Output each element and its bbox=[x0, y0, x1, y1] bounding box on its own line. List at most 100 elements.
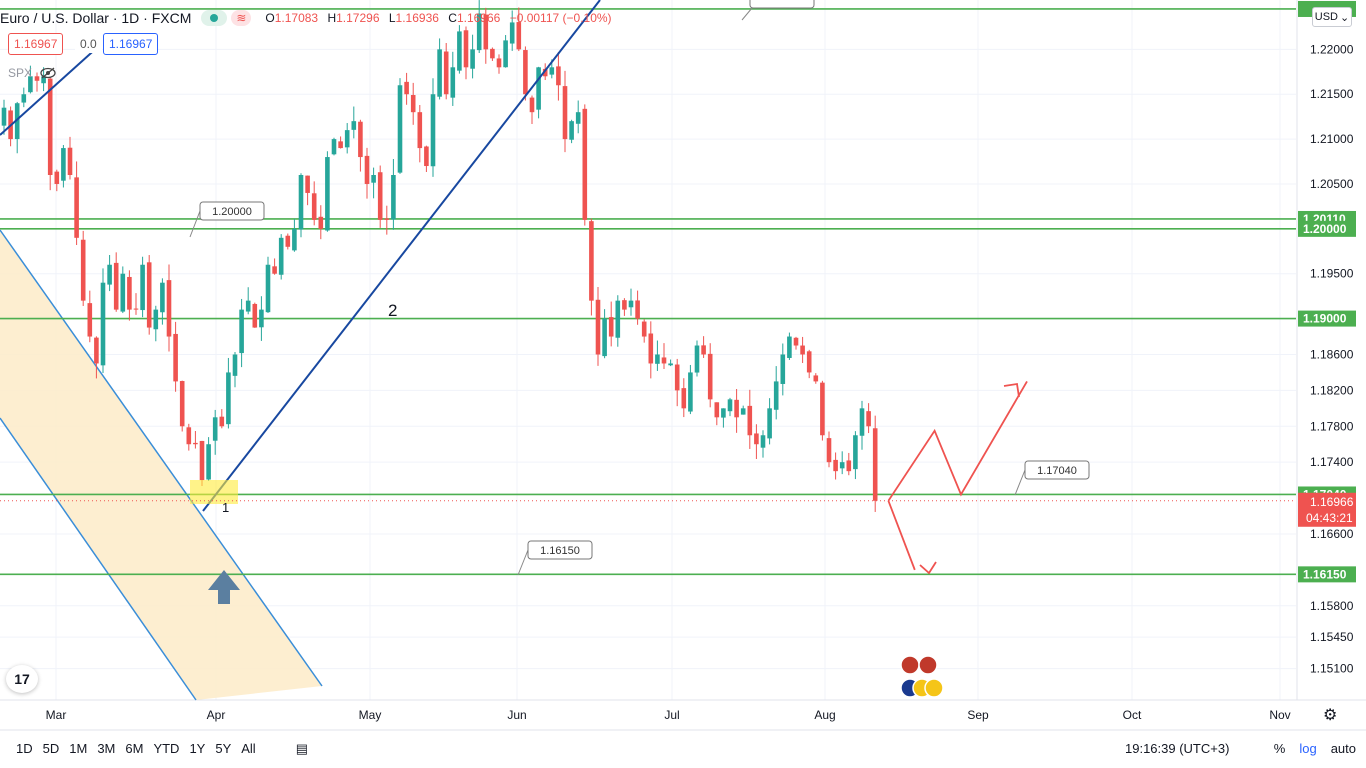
candle-body bbox=[127, 276, 132, 310]
candle-body bbox=[450, 67, 456, 98]
candle-body bbox=[628, 300, 634, 308]
economic-event-flag-icon bbox=[924, 678, 944, 698]
tradingview-logo-icon[interactable]: 17 bbox=[6, 665, 38, 693]
timeframe-6m[interactable]: 6M bbox=[125, 741, 144, 756]
candle-body bbox=[523, 50, 528, 95]
candle-body bbox=[582, 108, 588, 220]
candle-body bbox=[872, 428, 878, 501]
candle-body bbox=[754, 433, 759, 445]
candle-body bbox=[655, 354, 660, 364]
chevron-down-icon: ⌄ bbox=[1340, 11, 1350, 24]
candle-body bbox=[173, 333, 178, 382]
candle-body bbox=[866, 411, 871, 427]
timeframe-1d[interactable]: 1D bbox=[16, 741, 33, 756]
candle-body bbox=[641, 321, 647, 337]
settings-gear-icon[interactable]: ⚙ bbox=[1323, 707, 1338, 724]
candle-body bbox=[219, 416, 225, 427]
candle-body bbox=[364, 155, 370, 184]
candle-body bbox=[47, 78, 53, 175]
level-price-label: 1.16150 bbox=[1303, 567, 1347, 581]
timeframe-buttons: 1D 5D 1M 3M 6M YTD 1Y 5Y All ▤ bbox=[16, 741, 318, 757]
candle-body bbox=[470, 49, 475, 69]
wave-label-2: 2 bbox=[388, 301, 397, 320]
candle-body bbox=[787, 336, 792, 358]
date-range-icon[interactable]: ▤ bbox=[295, 741, 308, 756]
timeframe-5y[interactable]: 5Y bbox=[215, 741, 232, 756]
candle-body bbox=[714, 402, 720, 418]
candle-body bbox=[107, 264, 112, 285]
currency-select[interactable]: USD ⌄ bbox=[1312, 7, 1352, 27]
candle-body bbox=[265, 264, 271, 313]
price-tick-label: 1.17800 bbox=[1310, 419, 1354, 433]
candle-body bbox=[179, 381, 185, 427]
candle-body bbox=[140, 264, 145, 311]
buy-price-button[interactable]: 1.16967 bbox=[103, 33, 159, 55]
candle-body bbox=[813, 375, 819, 382]
timeframe-5d[interactable]: 5D bbox=[42, 741, 60, 756]
candle-body bbox=[496, 58, 502, 68]
callout-117040-leader bbox=[1014, 469, 1026, 496]
price-tick-label: 1.18200 bbox=[1310, 383, 1354, 397]
clock-timezone[interactable]: 19:16:39 (UTC+3) bbox=[1125, 741, 1230, 756]
candle-body bbox=[133, 308, 139, 310]
candle-body bbox=[193, 442, 198, 445]
level-price-tag bbox=[1298, 310, 1356, 327]
candle-body bbox=[28, 76, 33, 93]
candle-body bbox=[490, 48, 495, 59]
candle-body bbox=[721, 408, 726, 418]
candle-body bbox=[371, 175, 376, 183]
candle-body bbox=[681, 388, 687, 409]
callout-116150-text: 1.16150 bbox=[540, 545, 580, 557]
percent-scale-toggle[interactable]: % bbox=[1273, 741, 1286, 756]
projection-up-arrowhead bbox=[1003, 382, 1020, 398]
candle-body bbox=[661, 357, 667, 364]
candle-body bbox=[391, 175, 396, 220]
candle-body bbox=[529, 97, 535, 113]
level-price-label: 1.19000 bbox=[1303, 312, 1347, 326]
candle-body bbox=[272, 266, 277, 274]
candle-body bbox=[833, 459, 838, 472]
candle-body bbox=[859, 408, 865, 436]
candle-body bbox=[318, 216, 324, 229]
candle-body bbox=[417, 112, 423, 149]
candle-body bbox=[443, 51, 449, 95]
price-tick-label: 1.18600 bbox=[1310, 347, 1354, 361]
candle-body bbox=[727, 399, 733, 412]
candle-body bbox=[635, 300, 640, 319]
candle-body bbox=[113, 262, 119, 310]
candle-body bbox=[800, 345, 805, 355]
market-open-icon bbox=[201, 10, 228, 26]
time-axis[interactable]: Mar Apr May Jun Jul Aug Sep Oct Nov bbox=[46, 708, 1291, 722]
candle-body bbox=[760, 435, 766, 448]
timeframe-1y[interactable]: 1Y bbox=[189, 741, 206, 756]
price-tick-label: 1.21000 bbox=[1310, 132, 1354, 146]
candle-body bbox=[853, 435, 858, 470]
price-axis[interactable]: 1.22000 1.21500 1.21000 1.20500 1.19500 1.186… bbox=[1298, 0, 1356, 676]
timeframe-3m[interactable]: 3M bbox=[97, 741, 116, 756]
candle-body bbox=[747, 405, 753, 436]
symbol-title[interactable]: Euro / U.S. Dollar · 1D · FXCM bbox=[0, 10, 192, 26]
candle-body bbox=[160, 282, 165, 313]
log-scale-toggle[interactable]: log bbox=[1299, 741, 1317, 756]
candle-body bbox=[688, 372, 693, 412]
upper-trendline bbox=[0, 44, 101, 136]
candle-body bbox=[80, 239, 86, 301]
economic-event-flag-icon bbox=[918, 655, 938, 675]
candle-body bbox=[325, 157, 330, 231]
candle-body bbox=[549, 67, 555, 75]
timeframe-all[interactable]: All bbox=[241, 741, 256, 756]
candle-body bbox=[146, 262, 152, 328]
spx-label: SPX bbox=[8, 66, 33, 80]
candle-body bbox=[410, 95, 416, 113]
candle-body bbox=[186, 427, 192, 445]
candle-body bbox=[694, 345, 700, 373]
sell-price-button[interactable]: 1.16967 bbox=[8, 33, 64, 55]
eye-hidden-icon[interactable] bbox=[40, 67, 56, 79]
candle-body bbox=[707, 353, 713, 400]
candle-body bbox=[839, 462, 845, 469]
timeframe-1m[interactable]: 1M bbox=[69, 741, 88, 756]
auto-scale-toggle[interactable]: auto bbox=[1330, 741, 1356, 756]
timeframe-ytd[interactable]: YTD bbox=[153, 741, 180, 756]
candle-body bbox=[424, 146, 429, 167]
